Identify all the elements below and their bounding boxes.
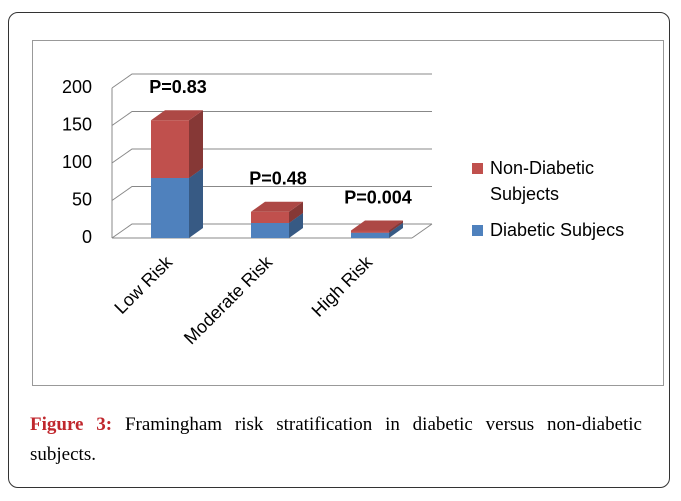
bar-segment <box>251 201 303 223</box>
legend-swatch <box>472 163 483 174</box>
x-tick-label: Moderate Risk <box>180 251 277 348</box>
chart-frame <box>32 40 664 386</box>
legend-item: Diabetic Subjecs <box>470 217 660 243</box>
annotation: P=0.004 <box>344 187 412 207</box>
y-tick-label: 200 <box>62 77 92 97</box>
bar-side <box>289 201 303 223</box>
legend-label: Non-Diabetic Subjects <box>490 158 595 204</box>
bar-top <box>251 201 303 212</box>
bar-segment <box>151 110 203 178</box>
bar-front <box>351 232 389 238</box>
x-tick-label: Low Risk <box>110 251 176 317</box>
caption: Figure 3: Framingham risk stratification… <box>30 410 642 470</box>
bar-segment <box>151 168 203 238</box>
y-tick-label: 0 <box>82 227 92 247</box>
bar-front <box>351 230 389 233</box>
grid-line <box>111 186 432 201</box>
y-tick-label: 100 <box>62 152 92 172</box>
legend: Non-Diabetic Subjects Diabetic Subjecs <box>470 155 660 253</box>
floor-edge <box>411 223 433 239</box>
bar-side <box>389 220 403 233</box>
grid-line <box>111 148 432 164</box>
bar-front <box>151 178 189 238</box>
bar-top <box>351 220 403 231</box>
figure-frame <box>8 12 670 488</box>
grid-line <box>111 223 432 239</box>
x-tick-label: High Risk <box>308 251 377 320</box>
bar-side <box>189 110 203 178</box>
y-tick-label: 150 <box>62 114 92 134</box>
y-tick-label: 50 <box>72 189 92 209</box>
legend-label: Diabetic Subjecs <box>490 220 625 240</box>
bar-front <box>151 120 189 178</box>
bar-top <box>151 110 203 121</box>
legend-swatch <box>472 225 483 236</box>
annotation: P=0.83 <box>149 77 207 97</box>
bar-side <box>389 222 403 238</box>
caption-text: Framingham risk stratification in diabet… <box>30 414 642 465</box>
bar-front <box>251 223 289 238</box>
caption-label: Figure 3: <box>30 414 113 435</box>
bar-side <box>189 168 203 238</box>
bar-front <box>251 211 289 223</box>
bar-side <box>289 213 303 238</box>
grid-line <box>111 73 432 89</box>
grid-line <box>111 111 432 126</box>
legend-item: Non-Diabetic Subjects <box>470 155 660 207</box>
bar-segment <box>351 220 403 233</box>
annotation: P=0.48 <box>249 169 307 189</box>
